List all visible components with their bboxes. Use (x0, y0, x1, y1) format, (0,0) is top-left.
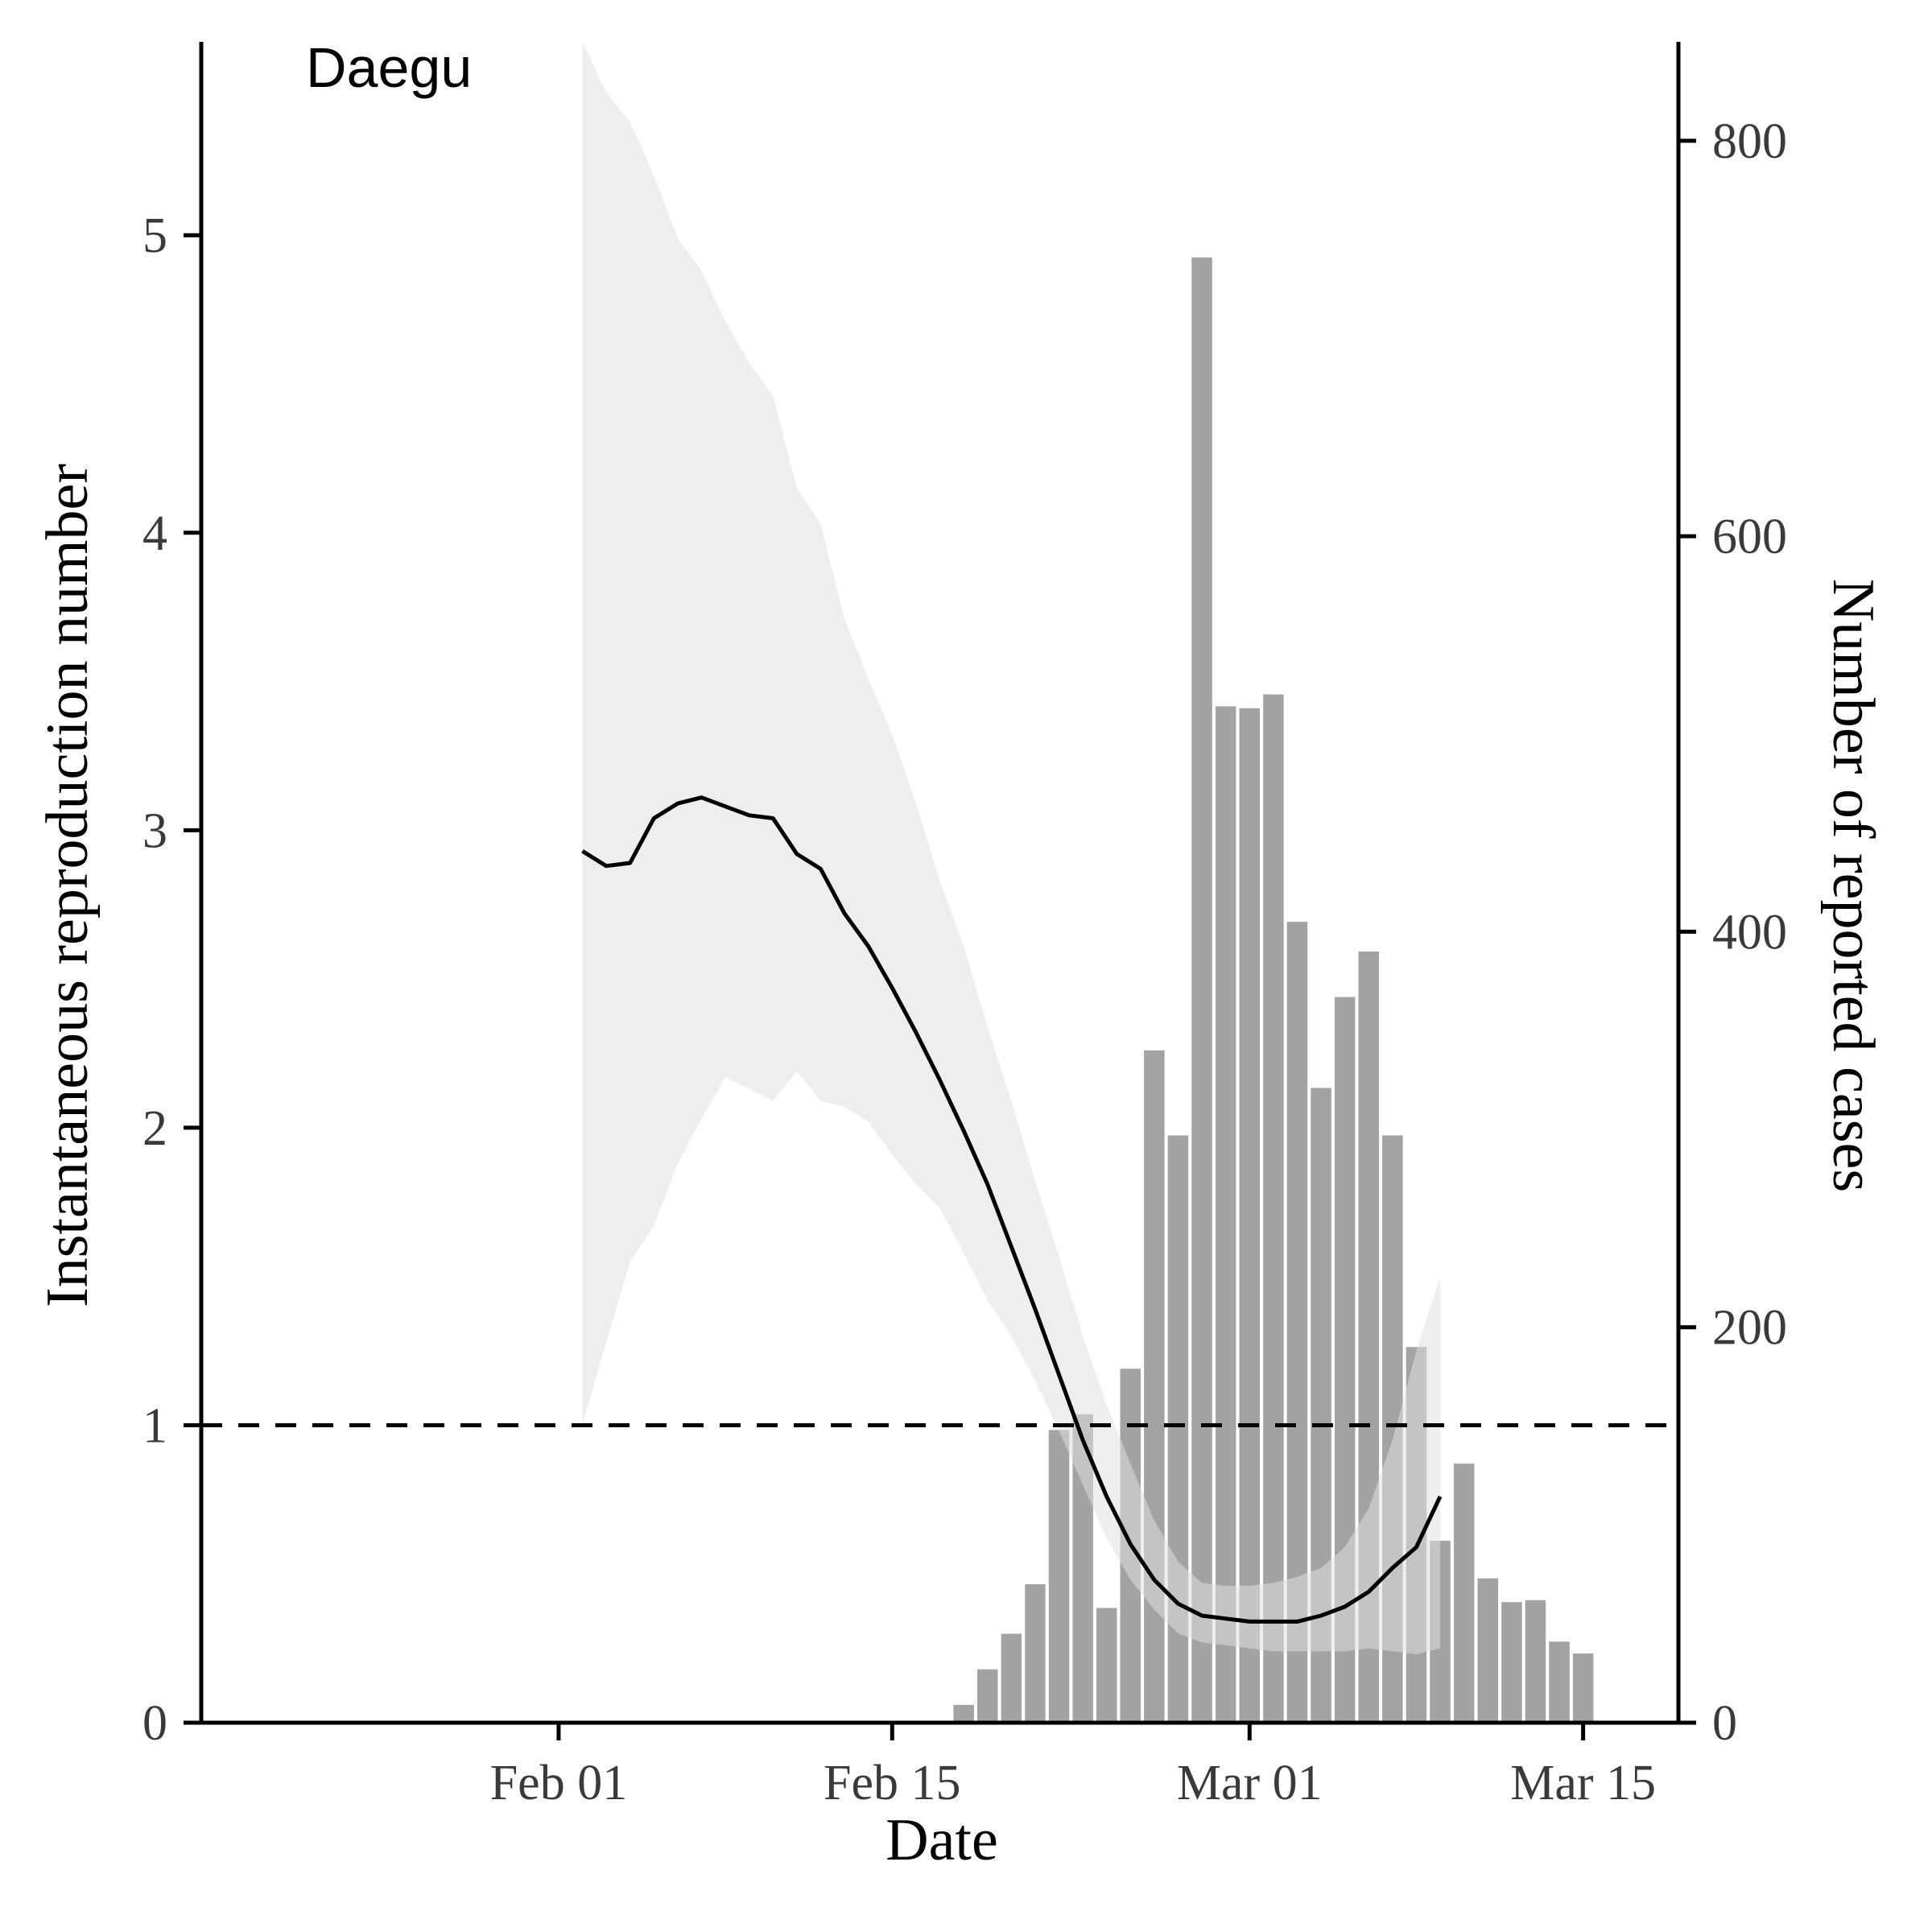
rt-ci-band (582, 42, 1440, 1654)
rt-confidence-band (582, 42, 1440, 1654)
y-right-tick-label: 0 (1712, 1696, 1737, 1751)
axes (184, 42, 1696, 1740)
case-bar (1048, 1430, 1070, 1723)
x-tick-label: Feb 01 (490, 1756, 628, 1810)
case-bar (1501, 1602, 1522, 1723)
case-bar (1144, 1050, 1165, 1723)
y-axis-title-left: Instantaneous reproduction number (35, 464, 101, 1307)
y-left-tick-label: 1 (142, 1398, 167, 1453)
case-bar (1239, 708, 1260, 1723)
x-axis-title: Date (886, 1807, 998, 1873)
y-right-tick-label: 200 (1712, 1301, 1787, 1356)
y-axis-title-right: Number of reported cases (1820, 579, 1886, 1192)
rt-mean-line-group (201, 795, 1678, 1624)
x-tick-label: Mar 01 (1177, 1756, 1323, 1810)
panel-title: Daegu (306, 36, 472, 99)
case-bar (1477, 1578, 1498, 1723)
reported-cases-bars (953, 257, 1594, 1723)
tick-labels: 0 1 2 3 4 5 0 200 400 600 800 Feb 01 Feb 15 Mar 01 Mar… (142, 114, 1787, 1810)
x-tick-label: Mar 15 (1510, 1756, 1656, 1810)
y-right-tick-label: 600 (1712, 510, 1787, 564)
case-bar (977, 1669, 998, 1723)
y-left-tick-label: 5 (142, 208, 167, 263)
case-bar (1525, 1600, 1546, 1723)
y-left-tick-label: 4 (142, 506, 167, 561)
y-right-tick-label: 400 (1712, 905, 1787, 960)
y-left-tick-label: 0 (142, 1696, 167, 1751)
case-bar (1191, 257, 1212, 1723)
y-right-tick-label: 800 (1712, 114, 1787, 169)
case-bar (1549, 1641, 1570, 1723)
x-tick-label: Feb 15 (824, 1756, 961, 1810)
case-bar (1001, 1633, 1022, 1723)
case-bar (1025, 1584, 1046, 1723)
case-bar (1215, 706, 1236, 1723)
y-left-tick-label: 2 (142, 1101, 167, 1156)
case-bar (1096, 1608, 1117, 1723)
rt-mean-line (581, 795, 1443, 1624)
case-bar (1263, 694, 1284, 1723)
case-bar (1453, 1463, 1475, 1723)
case-bar (953, 1704, 974, 1723)
y-left-tick-label: 3 (142, 803, 167, 858)
case-bar (1572, 1653, 1594, 1723)
